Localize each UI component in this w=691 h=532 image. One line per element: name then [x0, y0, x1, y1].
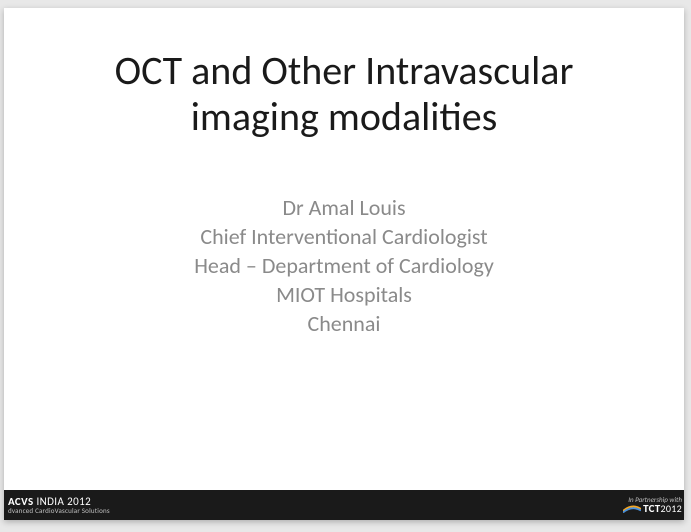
footer-bar: ACVS INDIA 2012 dvanced CardioVascular S… — [4, 490, 684, 520]
author-block: Dr Amal Louis Chief Interventional Cardi… — [54, 193, 634, 338]
author-line: MIOT Hospitals — [54, 280, 634, 309]
swoosh-icon — [623, 505, 641, 513]
footer-left-brand: ACVS INDIA 2012 dvanced CardioVascular S… — [8, 496, 110, 515]
author-line: Dr Amal Louis — [54, 193, 634, 222]
author-line: Head – Department of Cardiology — [54, 251, 634, 280]
slide-title: OCT and Other Intravascular imaging moda… — [54, 48, 634, 140]
author-line: Chief Interventional Cardiologist — [54, 222, 634, 251]
footer-right-partner: In Partnership with TCT2012 — [623, 496, 682, 515]
brand-tagline: dvanced CardioVascular Solutions — [8, 507, 110, 514]
title-block: OCT and Other Intravascular imaging moda… — [54, 48, 634, 140]
tct-main: TCT — [643, 502, 660, 515]
tct-logo-text: TCT2012 — [643, 503, 682, 515]
tct-year: 2012 — [661, 502, 682, 515]
slide-container: OCT and Other Intravascular imaging moda… — [4, 8, 684, 520]
author-line: Chennai — [54, 309, 634, 338]
partner-logo: TCT2012 — [623, 503, 682, 515]
